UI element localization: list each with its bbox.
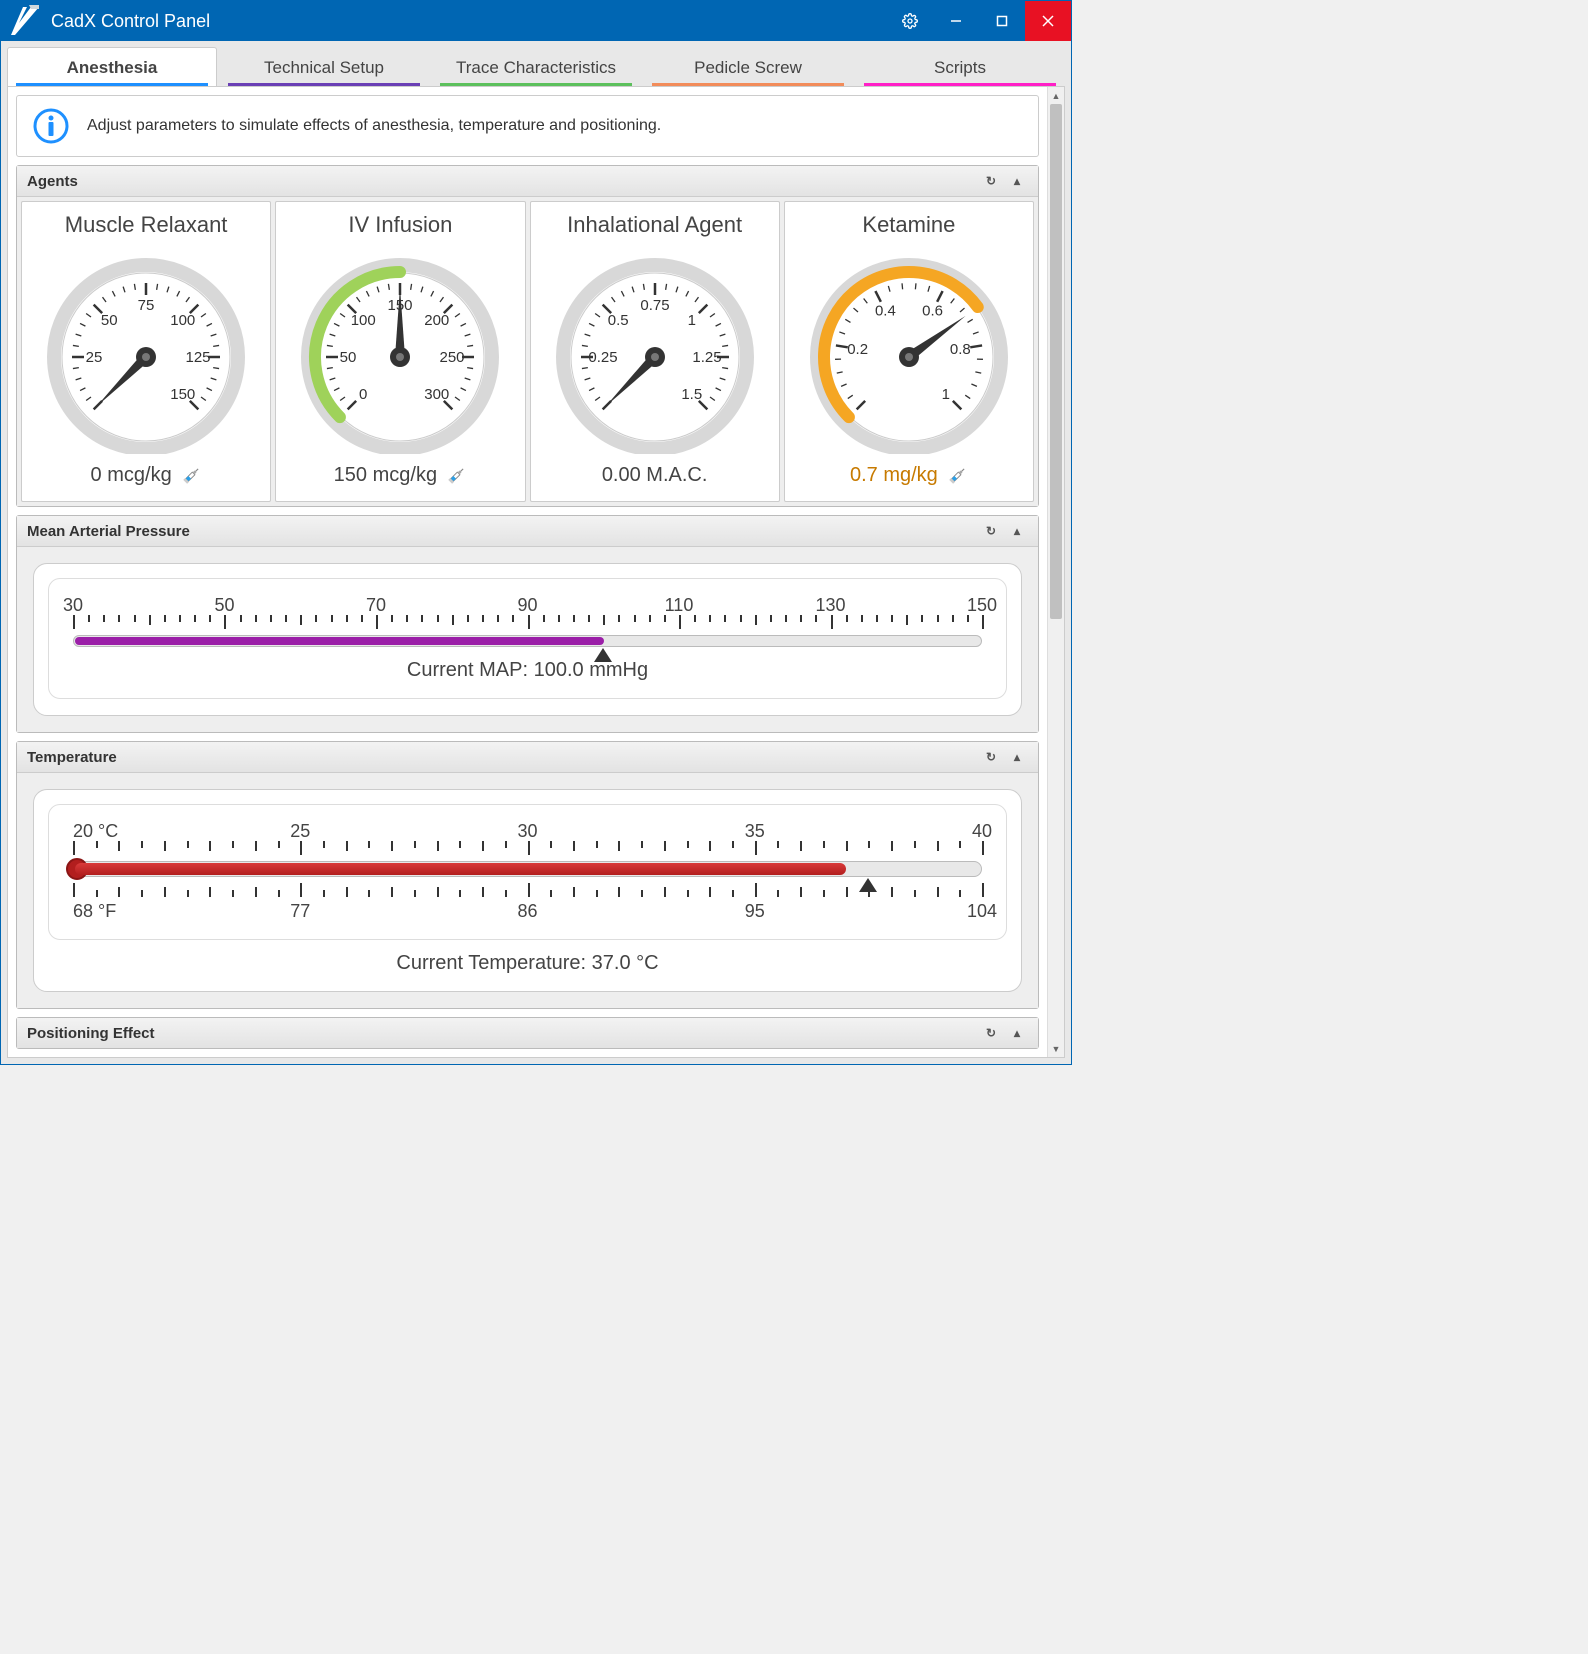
tab-label: Anesthesia	[67, 58, 158, 77]
svg-text:100: 100	[351, 312, 376, 329]
temp-caption-value: 37.0 °C	[592, 952, 659, 974]
info-text: Adjust parameters to simulate effects of…	[87, 117, 661, 135]
settings-icon[interactable]	[887, 1, 933, 41]
svg-text:0.6: 0.6	[922, 303, 943, 320]
svg-text:300: 300	[425, 386, 450, 403]
tab-anesthesia[interactable]: Anesthesia	[7, 47, 217, 86]
map-panel: Mean Arterial Pressure ↻ ▴ 3050709011013…	[16, 515, 1039, 733]
agent-title: Muscle Relaxant	[28, 212, 264, 238]
agent-value: 0.00 M.A.C.	[537, 464, 773, 487]
syringe-icon	[445, 465, 467, 487]
tab-label: Pedicle Screw	[694, 58, 802, 77]
tab-label: Scripts	[934, 58, 986, 77]
temp-slider[interactable]	[73, 861, 982, 877]
svg-text:0.25: 0.25	[588, 349, 617, 366]
svg-text:25: 25	[86, 349, 103, 366]
tabstrip: Anesthesia Technical Setup Trace Character…	[1, 41, 1071, 86]
svg-text:50: 50	[101, 312, 118, 329]
agent-value: 0.7 mg/kg	[791, 464, 1027, 487]
svg-text:150: 150	[170, 386, 195, 403]
agent-card: IV Infusion050100150200250300150 mcg/kg	[275, 201, 525, 502]
tab-technical-setup[interactable]: Technical Setup	[219, 47, 429, 86]
agent-title: IV Infusion	[282, 212, 518, 238]
titlebar: CadX Control Panel	[1, 1, 1071, 41]
svg-text:75: 75	[138, 297, 155, 314]
agent-value: 0 mcg/kg	[28, 464, 264, 487]
collapse-icon[interactable]: ▴	[1006, 522, 1028, 540]
temp-slider-card: 20 °C25303540 68 °F778695104 Curr	[33, 789, 1022, 992]
map-caption-prefix: Current MAP:	[407, 659, 534, 681]
agent-gauge[interactable]: 0.25 0.5 0.75 1 1.25 1.5	[550, 244, 760, 454]
vertical-scrollbar[interactable]: ▲ ▼	[1047, 87, 1064, 1057]
collapse-icon[interactable]: ▴	[1006, 748, 1028, 766]
info-banner: Adjust parameters to simulate effects of…	[16, 95, 1039, 157]
collapse-icon[interactable]: ▴	[1006, 172, 1028, 190]
svg-text:1: 1	[941, 386, 949, 403]
svg-text:1.25: 1.25	[692, 349, 721, 366]
agent-card: Muscle Relaxant 25 50 75 100 125 150 0 mcg/kg	[21, 201, 271, 502]
svg-text:0.75: 0.75	[640, 297, 669, 314]
map-caption-value: 100.0 mmHg	[534, 659, 649, 681]
panel-title: Agents	[27, 173, 78, 190]
positioning-panel: Positioning Effect ↻ ▴	[16, 1017, 1039, 1049]
agent-gauge[interactable]: 050100150200250300	[295, 244, 505, 454]
agent-title: Inhalational Agent	[537, 212, 773, 238]
window-title: CadX Control Panel	[51, 11, 887, 32]
info-icon	[33, 108, 69, 144]
svg-text:0.5: 0.5	[607, 312, 628, 329]
agent-card: Inhalational Agent 0.25 0.5 0.75 1 1.25 1.5 0.0…	[530, 201, 780, 502]
tab-pedicle-screw[interactable]: Pedicle Screw	[643, 47, 853, 86]
tab-label: Technical Setup	[264, 58, 384, 77]
reset-icon[interactable]: ↻	[980, 1024, 1002, 1042]
svg-text:100: 100	[170, 312, 195, 329]
svg-text:0.8: 0.8	[950, 341, 971, 358]
temperature-panel: Temperature ↻ ▴ 20 °C25303540	[16, 741, 1039, 1009]
agent-value: 150 mcg/kg	[282, 464, 518, 487]
svg-text:0.4: 0.4	[875, 303, 896, 320]
reset-icon[interactable]: ↻	[980, 748, 1002, 766]
agent-card: Ketamine 0.2 0.4 0.6 0.8 1 0.7 mg/kg	[784, 201, 1034, 502]
svg-text:1.5: 1.5	[681, 386, 702, 403]
svg-text:0: 0	[359, 386, 367, 403]
tab-trace-characteristics[interactable]: Trace Characteristics	[431, 47, 641, 86]
syringe-icon	[180, 465, 202, 487]
tab-scripts[interactable]: Scripts	[855, 47, 1065, 86]
syringe-icon	[946, 465, 968, 487]
svg-text:0.2: 0.2	[847, 341, 868, 358]
reset-icon[interactable]: ↻	[980, 522, 1002, 540]
minimize-button[interactable]	[933, 1, 979, 41]
agents-panel: Agents ↻ ▴ Muscle Relaxant25507510012515…	[16, 165, 1039, 507]
collapse-icon[interactable]: ▴	[1006, 1024, 1028, 1042]
svg-text:250: 250	[440, 349, 465, 366]
agent-gauge[interactable]: 0.2 0.4 0.6 0.8 1	[804, 244, 1014, 454]
temp-caption-prefix: Current Temperature:	[396, 952, 591, 974]
panel-title: Temperature	[27, 749, 117, 766]
svg-text:1: 1	[687, 312, 695, 329]
svg-text:200: 200	[425, 312, 450, 329]
map-slider-marker[interactable]	[594, 648, 612, 662]
map-slider[interactable]	[73, 635, 982, 647]
agent-gauge[interactable]: 25 50 75 100 125 150	[41, 244, 251, 454]
panel-title: Mean Arterial Pressure	[27, 523, 190, 540]
panel-title: Positioning Effect	[27, 1025, 155, 1042]
map-slider-card: 30507090110130150 Current MAP: 100.0 mmH…	[33, 563, 1022, 716]
svg-text:50: 50	[340, 349, 357, 366]
close-button[interactable]	[1025, 1, 1071, 41]
reset-icon[interactable]: ↻	[980, 172, 1002, 190]
tab-label: Trace Characteristics	[456, 58, 616, 77]
maximize-button[interactable]	[979, 1, 1025, 41]
svg-text:125: 125	[186, 349, 211, 366]
agent-title: Ketamine	[791, 212, 1027, 238]
app-logo	[9, 5, 41, 37]
